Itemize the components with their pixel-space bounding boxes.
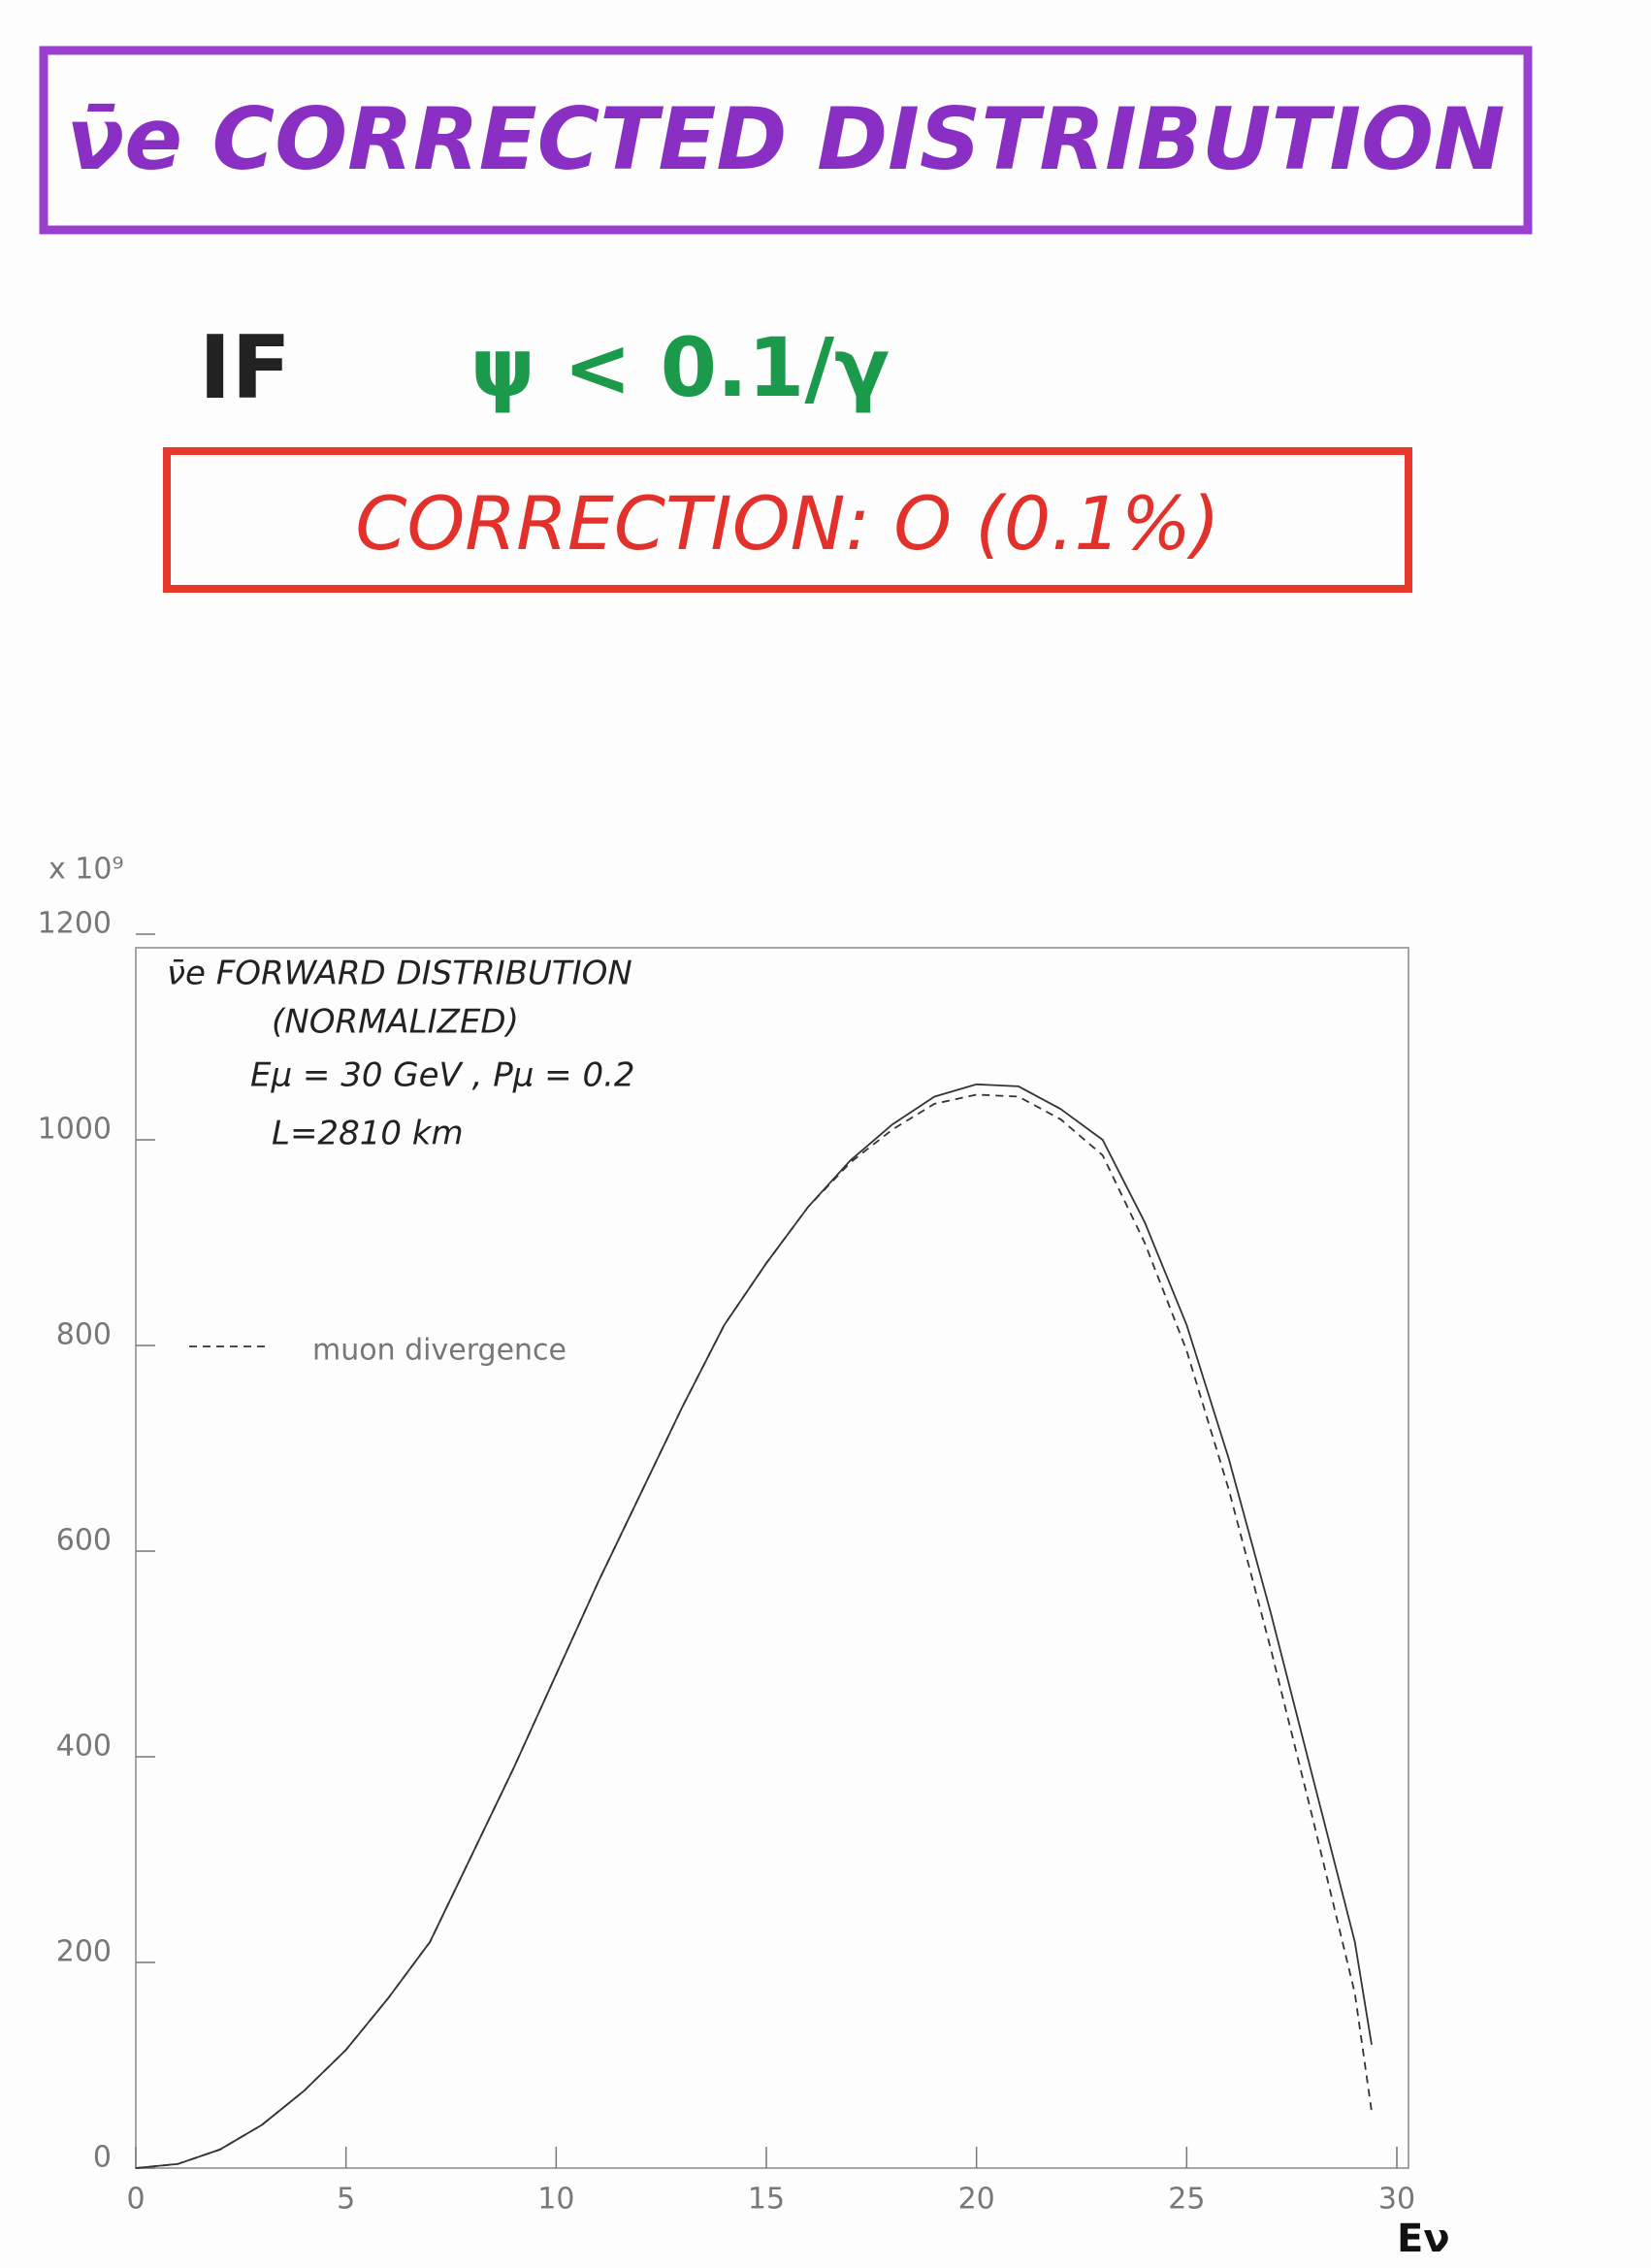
x-tick-label: 5 [337, 2183, 355, 2217]
x-axis-label: Eν [1397, 2217, 1450, 2261]
legend-label: muon divergence [312, 1334, 567, 1368]
y-tick-label: 800 [56, 1318, 112, 1352]
x-tick-label: 15 [748, 2183, 785, 2217]
y-tick-label: 1000 [38, 1113, 112, 1147]
annotation: Eμ = 30 GeV , Pμ = 0.2 [250, 1056, 635, 1095]
annotation: L=2810 km [272, 1115, 464, 1153]
multiplier: x 10⁹ [49, 853, 124, 887]
x-tick-label: 25 [1168, 2183, 1205, 2217]
x-tick-label: 20 [958, 2183, 995, 2217]
plot-frame [135, 947, 1409, 2169]
data-line [135, 1093, 1373, 2169]
y-tick-label: 200 [56, 1935, 112, 1969]
y-tick-label: 0 [93, 2141, 112, 2175]
annotation: (NORMALIZED) [272, 1003, 519, 1042]
condition: ψ < 0.1/γ [470, 320, 890, 415]
x-tick-label: 10 [537, 2183, 574, 2217]
y-tick-label: 600 [56, 1524, 112, 1558]
x-tick-label: 0 [126, 2183, 145, 2217]
chart: x 10⁹ 0 200 400 600 800 1000 1200 0 5 10 15 20 25 30Eν… [38, 853, 1450, 2262]
correction: CORRECTION: O (0.1%) [355, 480, 1219, 567]
x-tick-label: 30 [1378, 2183, 1415, 2217]
data-line [135, 1083, 1373, 2169]
correction-box [163, 447, 1412, 593]
title: ν̄e CORRECTED DISTRIBUTION [66, 89, 1505, 189]
annotation: ν̄e FORWARD DISTRIBUTION [167, 955, 632, 993]
y-tick-label: 400 [56, 1730, 112, 1764]
title-box [39, 46, 1533, 235]
condition-prefix: IF [199, 317, 291, 419]
y-tick-label: 1200 [38, 907, 112, 941]
